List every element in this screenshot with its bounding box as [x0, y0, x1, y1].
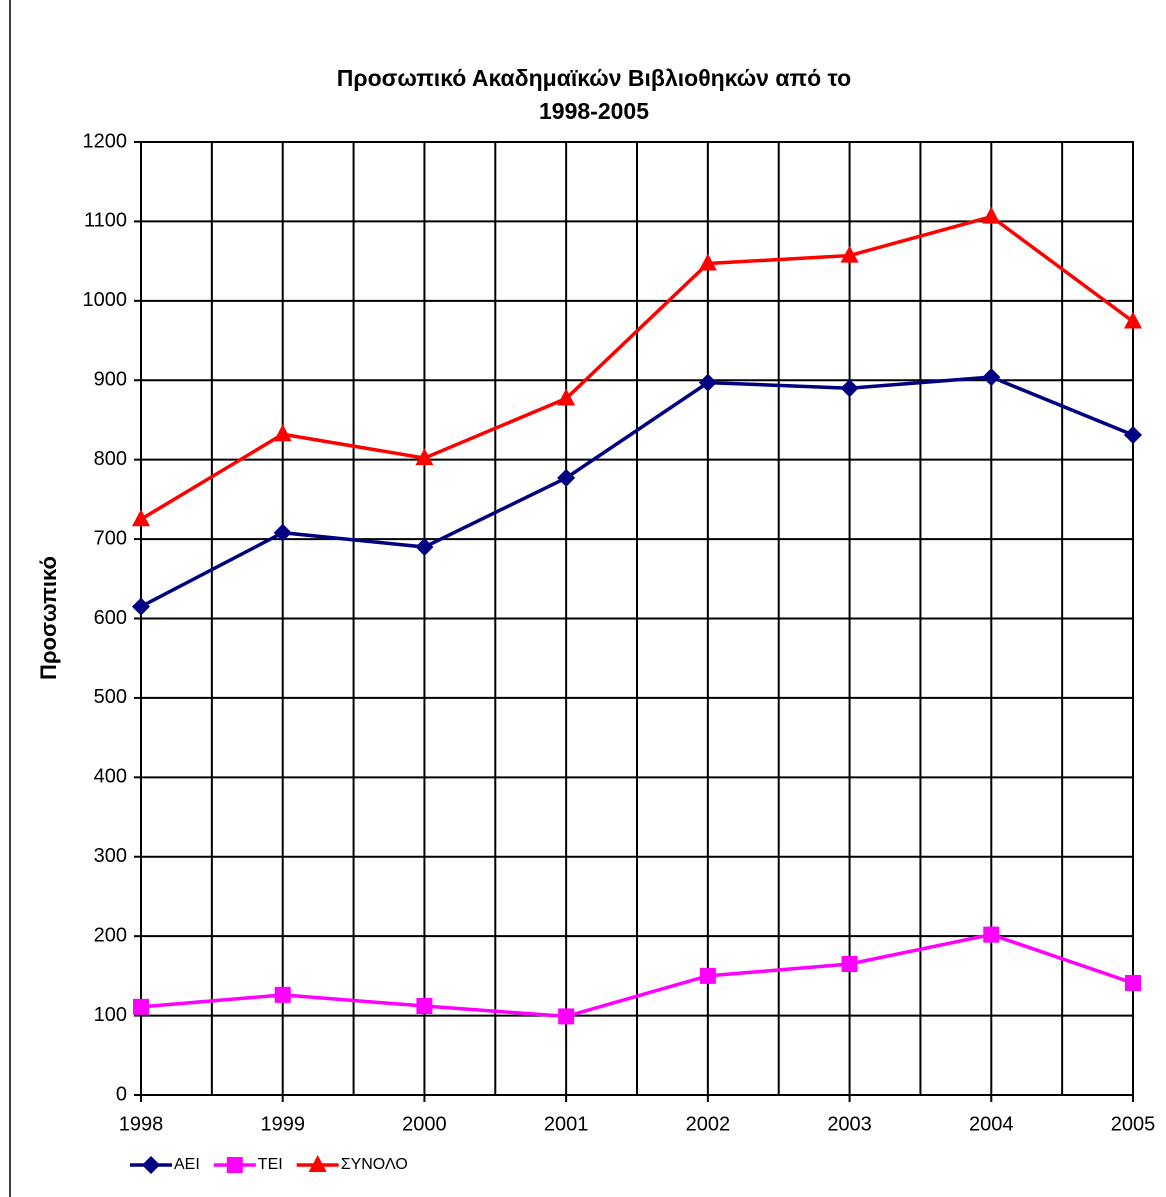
data-point [273, 424, 292, 442]
legend-marker [308, 1155, 327, 1172]
data-point [557, 468, 576, 487]
data-point [698, 373, 717, 392]
y-tick-label: 400 [94, 766, 127, 788]
legend-marker [142, 1156, 160, 1174]
series-line [140, 375, 1134, 609]
y-tick-label: 700 [94, 527, 127, 549]
data-point [415, 448, 434, 466]
y-tick-label: 1000 [83, 289, 128, 311]
x-tick-label: 2005 [1111, 1113, 1156, 1135]
data-point [557, 388, 576, 406]
data-point [698, 253, 717, 271]
data-point [699, 967, 716, 984]
x-tick-label: 2003 [827, 1113, 872, 1135]
x-tick-label: 2004 [969, 1113, 1014, 1135]
data-point [274, 986, 291, 1003]
data-point [1125, 975, 1141, 992]
y-tick-label: 100 [94, 1004, 127, 1026]
legend-label: ΤΕΙ [258, 1156, 283, 1173]
y-tick-label: 500 [94, 686, 127, 708]
plot-border [140, 141, 1134, 1096]
data-point [416, 998, 433, 1015]
x-tick-label: 1999 [260, 1113, 305, 1135]
data-point [982, 368, 1001, 387]
data-point [1124, 426, 1142, 445]
data-point [133, 998, 149, 1015]
y-tick-label: 800 [94, 448, 127, 470]
data-point [841, 955, 858, 972]
data-point [132, 509, 150, 527]
data-point [840, 245, 859, 263]
y-tick-label: 1200 [83, 130, 128, 152]
y-tick-label: 200 [94, 924, 127, 946]
x-tick-label: 1998 [119, 1113, 164, 1135]
data-point [982, 206, 1001, 224]
y-tick-label: 1100 [84, 210, 127, 232]
x-tick-label: 2002 [686, 1113, 731, 1135]
legend-label: ΣΥΝΟΛΟ [341, 1156, 408, 1173]
data-point [1124, 311, 1142, 329]
data-point [983, 926, 1000, 943]
y-tick-label: 0 [116, 1083, 127, 1105]
data-point [415, 538, 434, 557]
legend-label: ΑΕΙ [174, 1156, 200, 1173]
y-tick-label: 900 [94, 369, 127, 391]
chart-title: Προσωπικό Ακαδημαϊκών Βιβλιοθηκών από το [337, 65, 851, 91]
y-axis-label: Προσωπικό [36, 556, 61, 680]
series-line [140, 214, 1135, 521]
data-point [558, 1008, 575, 1025]
x-tick-label: 2000 [402, 1113, 447, 1135]
series-line [140, 932, 1134, 1019]
y-tick-label: 600 [94, 607, 127, 629]
data-point [840, 379, 859, 398]
chart-subtitle: 1998-2005 [539, 98, 649, 124]
x-tick-label: 2001 [544, 1113, 589, 1135]
data-point [273, 523, 292, 542]
data-point [132, 597, 150, 616]
y-tick-label: 300 [94, 845, 127, 867]
legend-marker [226, 1157, 243, 1173]
